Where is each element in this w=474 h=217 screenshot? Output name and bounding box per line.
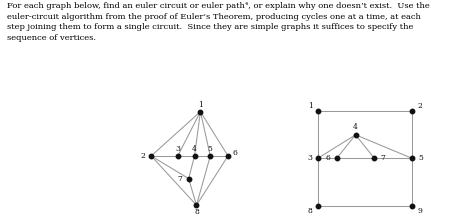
Text: 9: 9 bbox=[417, 207, 422, 215]
Text: 5: 5 bbox=[208, 145, 213, 153]
Text: 7: 7 bbox=[381, 155, 385, 162]
Text: For each graph below, find an euler circuit or euler path⁴, or explain why one d: For each graph below, find an euler circ… bbox=[7, 2, 430, 42]
Text: 3: 3 bbox=[308, 155, 313, 162]
Text: 4: 4 bbox=[353, 123, 358, 131]
Text: 8: 8 bbox=[194, 208, 199, 216]
Text: 1: 1 bbox=[198, 101, 203, 109]
Text: 4: 4 bbox=[192, 145, 197, 153]
Text: 6: 6 bbox=[232, 149, 237, 157]
Text: 5: 5 bbox=[418, 155, 423, 162]
Text: 3: 3 bbox=[175, 145, 180, 153]
Text: 7: 7 bbox=[177, 175, 182, 182]
Text: 8: 8 bbox=[308, 207, 313, 215]
Text: 2: 2 bbox=[417, 102, 422, 110]
Text: 6: 6 bbox=[326, 155, 330, 162]
Text: 2: 2 bbox=[141, 152, 146, 160]
Text: 1: 1 bbox=[308, 102, 313, 110]
